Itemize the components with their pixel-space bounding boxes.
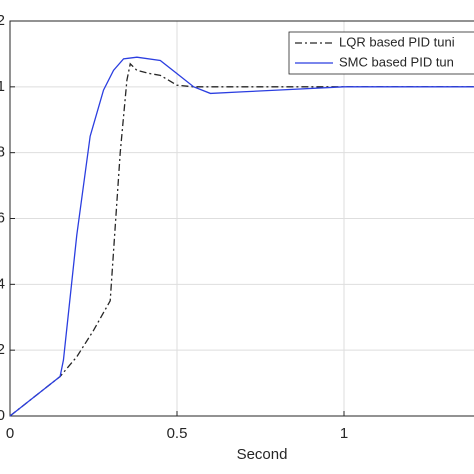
y-tick-label: 0.6 [0,209,5,226]
legend-label: SMC based PID tun [339,54,454,69]
y-tick-label: 0.8 [0,144,5,161]
x-tick-label: 1 [340,425,348,442]
x-axis-label: Second [237,446,288,463]
y-tick-label: 0.4 [0,275,5,292]
y-tick-label: 1 [0,78,5,95]
legend-label: LQR based PID tuni [339,34,455,49]
y-tick-label: 0 [0,407,5,424]
line-series [9,56,474,417]
axes-frame [9,20,474,417]
x-tick-label: 0.5 [167,425,188,442]
y-tick-label: 1.2 [0,12,5,29]
y-tick-label: 0.2 [0,341,5,358]
legend-box [288,31,474,75]
x-tick-label: 0 [6,425,14,442]
line-series [9,62,474,417]
